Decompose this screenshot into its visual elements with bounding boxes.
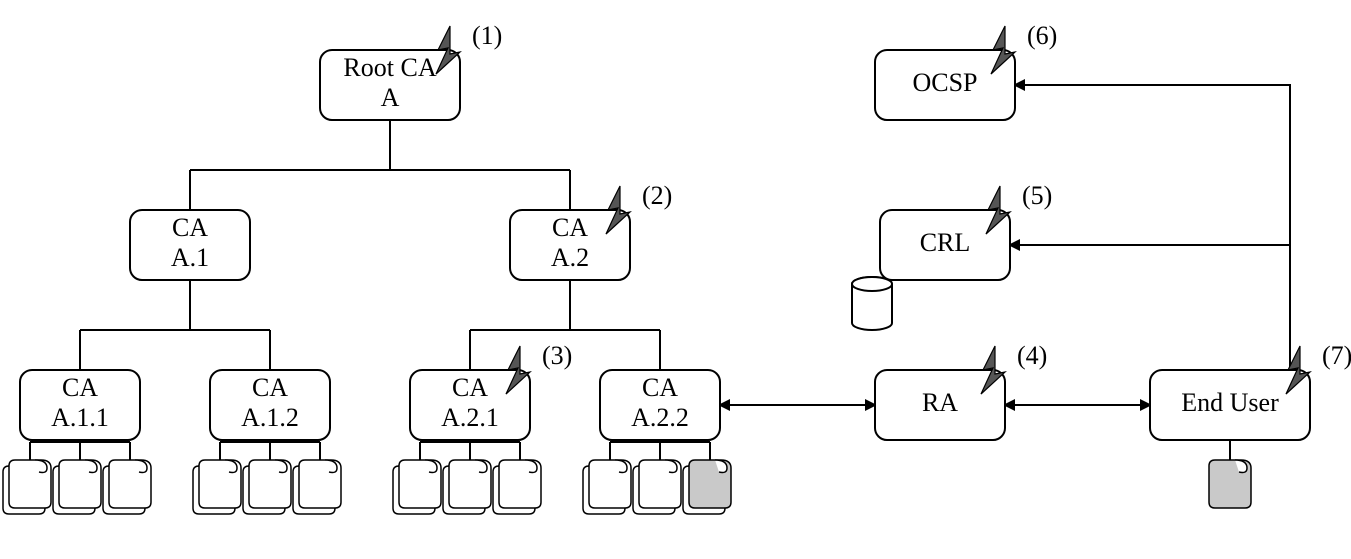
node-crl: CRL [880,210,1010,280]
node-label: CRL [920,228,971,257]
node-ocsp: OCSP [875,50,1015,120]
node-a22: CAA.2.2 [600,370,720,440]
node-label: OCSP [912,68,977,97]
node-label: End User [1181,388,1279,417]
node-label: A.2 [551,243,589,272]
node-label: RA [922,388,958,417]
node-a11: CAA.1.1 [20,370,140,440]
node-label: CA [642,373,678,402]
node-label: A [381,83,400,112]
node-label: A.1.2 [241,403,299,432]
node-root: Root CAA [320,50,460,120]
node-a1: CAA.1 [130,210,250,280]
bolt-callout: (4) [1017,341,1047,370]
node-label: CA [452,373,488,402]
node-label: CA [252,373,288,402]
node-label: CA [552,213,588,242]
pki-diagram: Root CAACAA.1CAA.2CAA.1.1CAA.1.2CAA.2.1C… [0,0,1351,559]
node-label: Root CA [343,53,436,82]
bolt-callout: (2) [642,181,672,210]
node-label: A.2.2 [631,403,689,432]
node-label: A.2.1 [441,403,499,432]
bolt-callout: (7) [1322,341,1351,370]
node-label: A.1 [171,243,209,272]
node-label: CA [62,373,98,402]
bolt-callout: (1) [472,21,502,50]
node-a12: CAA.1.2 [210,370,330,440]
node-ra: RA [875,370,1005,440]
bolt-callout: (6) [1027,21,1057,50]
node-end: End User [1150,370,1310,440]
node-label: CA [172,213,208,242]
bolt-callout: (5) [1022,181,1052,210]
bolt-callout: (3) [542,341,572,370]
node-label: A.1.1 [51,403,109,432]
